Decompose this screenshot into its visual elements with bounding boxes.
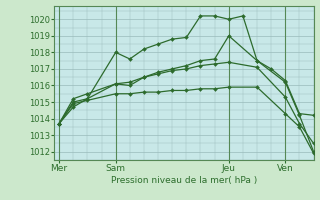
X-axis label: Pression niveau de la mer( hPa ): Pression niveau de la mer( hPa ): [111, 176, 257, 185]
